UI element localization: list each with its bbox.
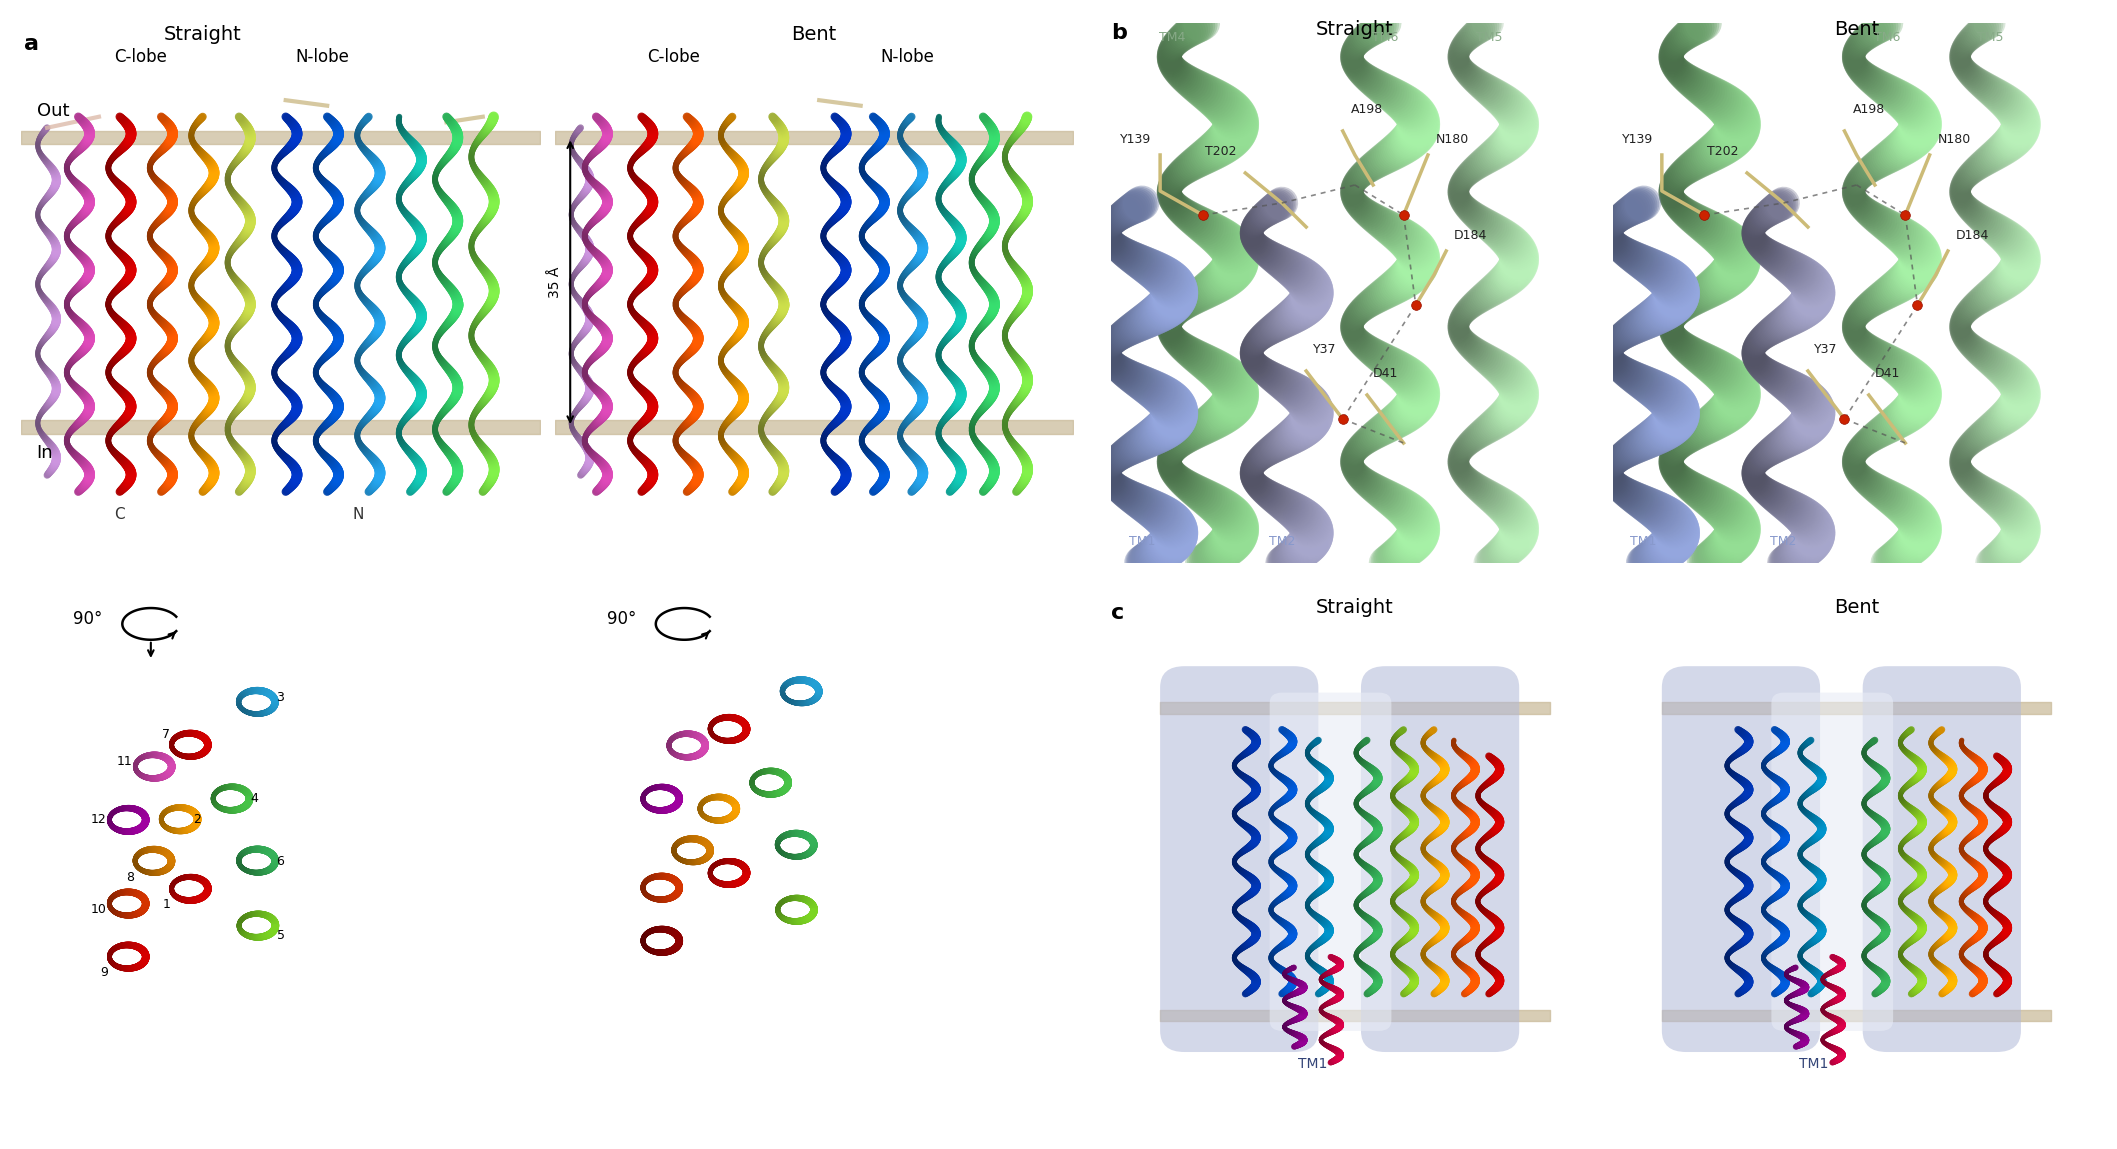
Text: T202: T202 bbox=[1706, 145, 1738, 157]
Text: TM2: TM2 bbox=[1770, 535, 1797, 548]
Text: TM6: TM6 bbox=[1874, 31, 1901, 44]
Text: Straight: Straight bbox=[1317, 20, 1393, 39]
Text: N180: N180 bbox=[1937, 133, 1971, 146]
FancyBboxPatch shape bbox=[1863, 666, 2022, 1052]
Text: Y139: Y139 bbox=[1120, 133, 1152, 146]
Text: TM4: TM4 bbox=[1160, 31, 1186, 44]
Text: N180: N180 bbox=[1435, 133, 1469, 146]
Text: Bent: Bent bbox=[792, 24, 836, 44]
Text: Y37: Y37 bbox=[1814, 344, 1838, 356]
Text: 3: 3 bbox=[277, 692, 284, 704]
Text: 35 Å: 35 Å bbox=[548, 267, 561, 298]
Text: T202: T202 bbox=[1205, 145, 1236, 157]
Text: TM1: TM1 bbox=[1128, 535, 1156, 548]
Text: TM5: TM5 bbox=[1476, 31, 1503, 44]
Text: Y139: Y139 bbox=[1622, 133, 1653, 146]
Text: Bent: Bent bbox=[1833, 20, 1880, 39]
Text: 2: 2 bbox=[193, 813, 201, 826]
FancyBboxPatch shape bbox=[1361, 666, 1520, 1052]
Text: C: C bbox=[114, 508, 125, 523]
Text: 10: 10 bbox=[91, 903, 106, 916]
Text: 8: 8 bbox=[127, 871, 133, 884]
Text: N-lobe: N-lobe bbox=[294, 47, 349, 65]
Text: N-lobe: N-lobe bbox=[881, 47, 934, 65]
FancyBboxPatch shape bbox=[1160, 666, 1319, 1052]
Text: D184: D184 bbox=[1956, 229, 1990, 242]
Text: 12: 12 bbox=[91, 813, 106, 826]
FancyBboxPatch shape bbox=[1662, 666, 1821, 1052]
Text: C-lobe: C-lobe bbox=[648, 47, 701, 65]
Text: N: N bbox=[354, 508, 364, 523]
Text: 90°: 90° bbox=[605, 610, 635, 627]
Text: a: a bbox=[23, 34, 38, 54]
Text: Straight: Straight bbox=[163, 24, 241, 44]
Text: 90°: 90° bbox=[74, 610, 102, 627]
FancyBboxPatch shape bbox=[1772, 693, 1893, 1031]
Text: 1: 1 bbox=[163, 897, 169, 910]
Text: A198: A198 bbox=[1852, 103, 1884, 116]
Text: Y37: Y37 bbox=[1313, 344, 1336, 356]
Text: 4: 4 bbox=[250, 792, 258, 804]
Text: TM6: TM6 bbox=[1372, 31, 1399, 44]
Text: TM1: TM1 bbox=[1630, 535, 1658, 548]
Text: TM1: TM1 bbox=[1298, 1057, 1327, 1071]
Text: D184: D184 bbox=[1454, 229, 1488, 242]
Text: A198: A198 bbox=[1351, 103, 1382, 116]
Text: TM5: TM5 bbox=[1977, 31, 2005, 44]
Text: 9: 9 bbox=[99, 966, 108, 979]
Text: c: c bbox=[1111, 603, 1124, 623]
Text: b: b bbox=[1111, 23, 1126, 43]
Text: Straight: Straight bbox=[1317, 599, 1393, 617]
Text: TM1: TM1 bbox=[1799, 1057, 1829, 1071]
Text: 7: 7 bbox=[163, 728, 169, 741]
FancyBboxPatch shape bbox=[1270, 693, 1391, 1031]
Text: Bent: Bent bbox=[1833, 599, 1880, 617]
Text: D41: D41 bbox=[1372, 367, 1397, 380]
Text: Out: Out bbox=[36, 102, 70, 121]
Text: In: In bbox=[36, 445, 53, 462]
Text: C-lobe: C-lobe bbox=[114, 47, 167, 65]
Text: 11: 11 bbox=[116, 755, 133, 768]
Text: 6: 6 bbox=[277, 855, 284, 869]
Text: D41: D41 bbox=[1874, 367, 1899, 380]
Text: TM2: TM2 bbox=[1268, 535, 1296, 548]
Text: 5: 5 bbox=[277, 930, 284, 942]
